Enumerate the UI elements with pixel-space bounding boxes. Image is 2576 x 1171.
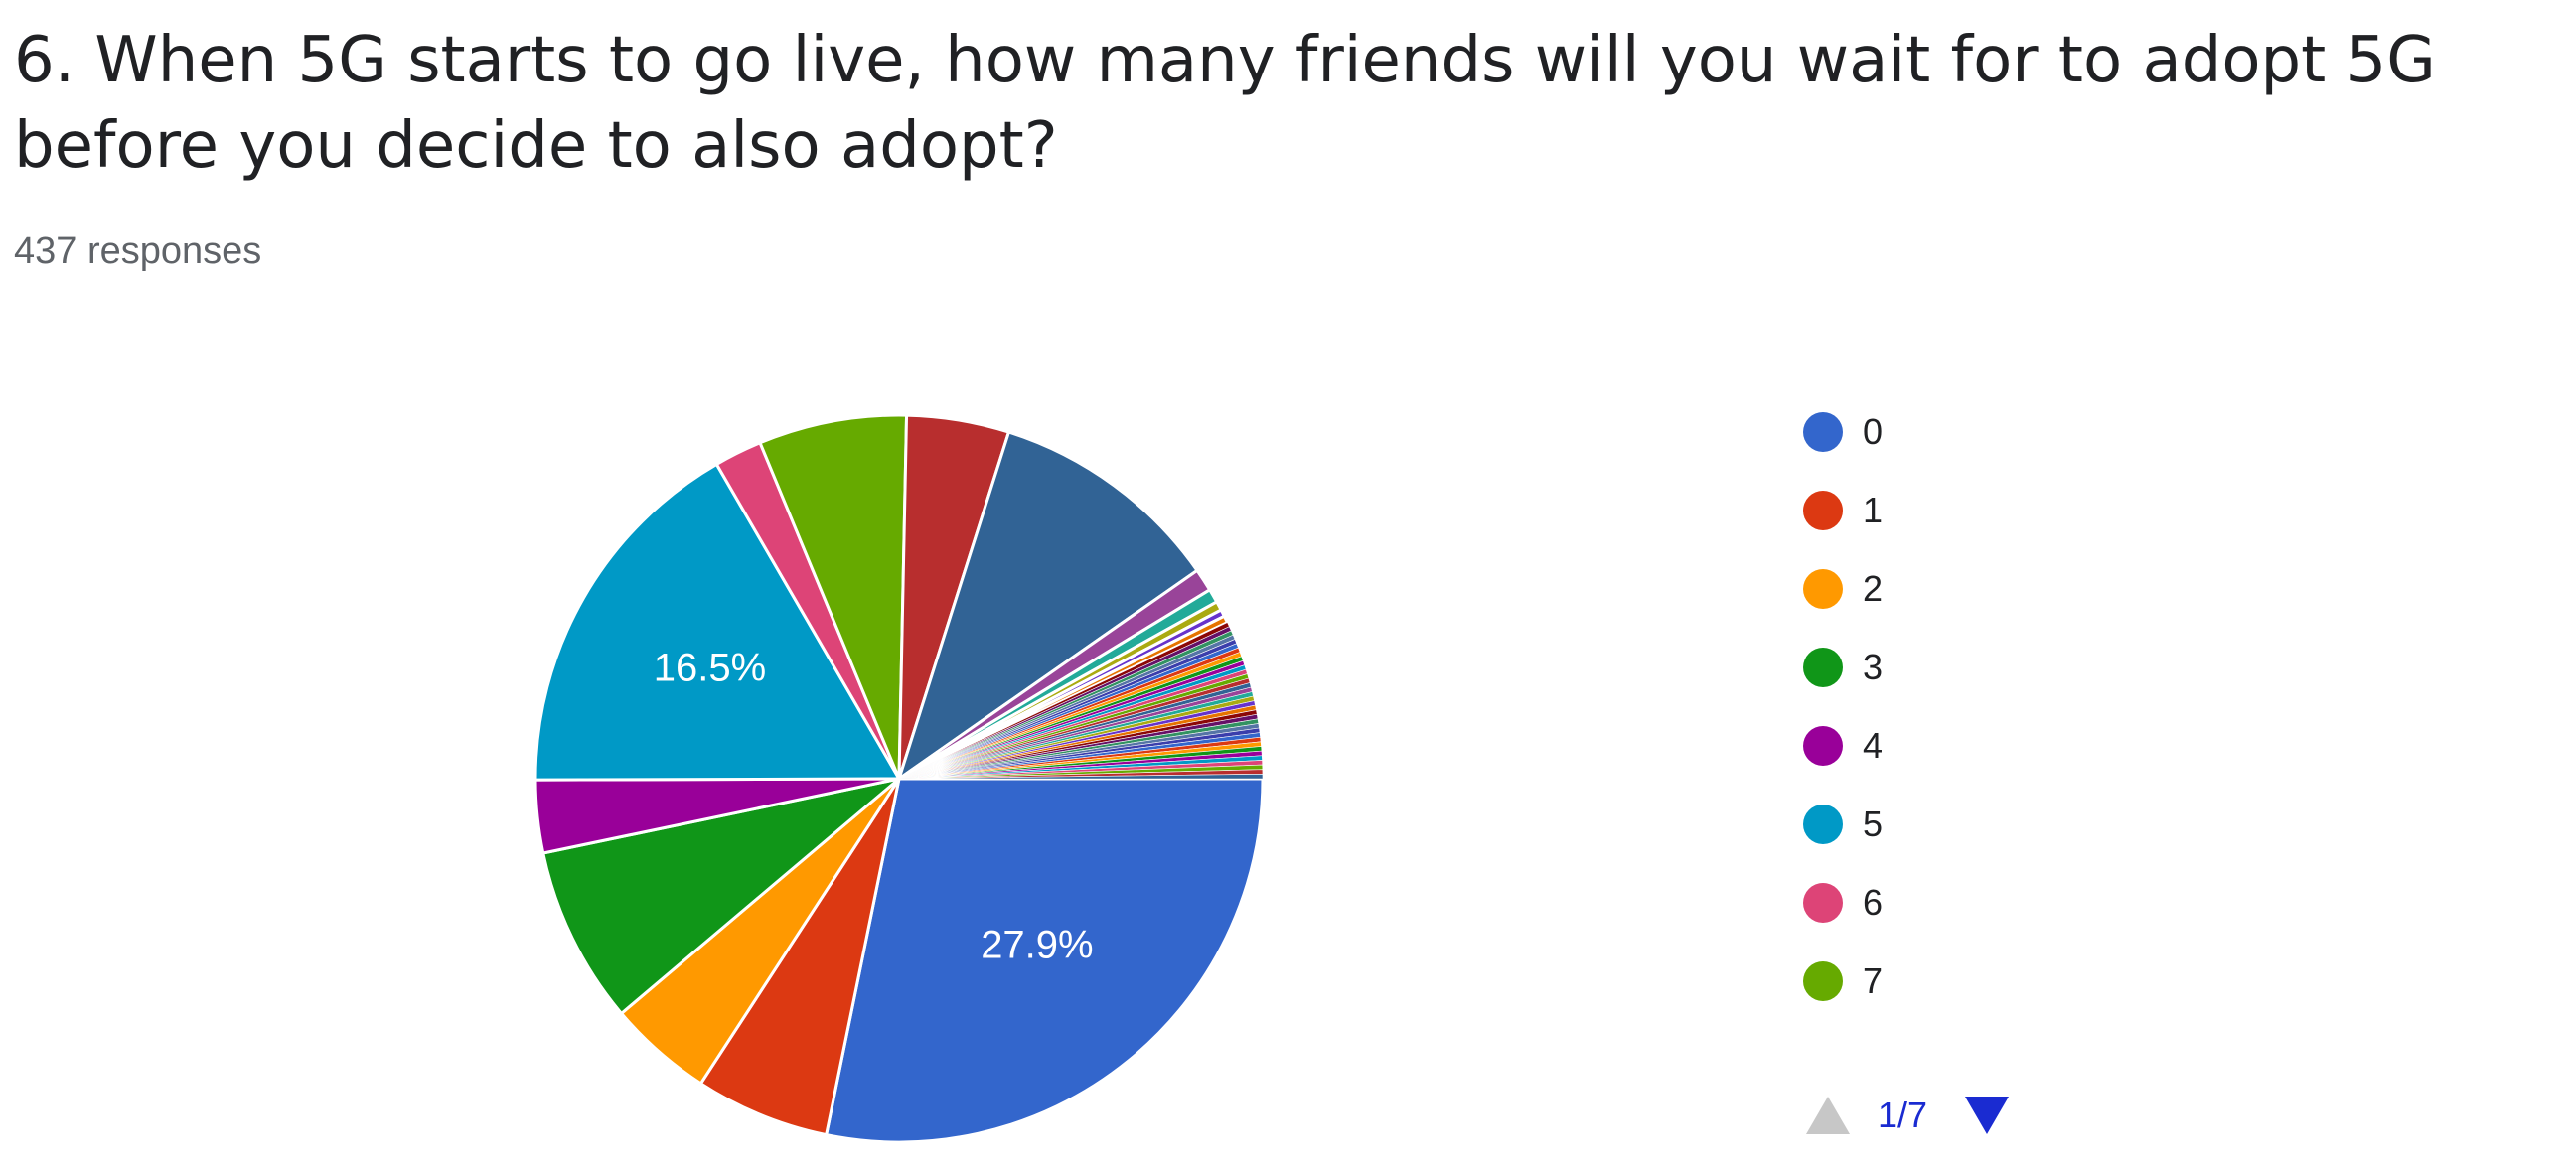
slice-label-0: 27.9% [981,924,1093,967]
legend-item-2[interactable]: 2 [1803,566,1883,612]
legend-swatch [1803,569,1843,609]
legend-label: 7 [1863,960,1884,1001]
legend-label: 1 [1863,490,1884,530]
legend-page-indicator: 1/7 [1878,1095,1928,1135]
legend-item-1[interactable]: 1 [1803,488,1883,533]
legend-pager: 1/7 [1806,1095,2010,1136]
legend-item-4[interactable]: 4 [1803,723,1883,769]
legend-item-7[interactable]: 7 [1803,958,1883,1004]
pie-slice-7[interactable] [758,413,909,780]
pie-slice-49[interactable] [898,774,1264,780]
pie-slice-3[interactable] [540,777,900,1016]
triangle-up-icon[interactable] [1806,1097,1850,1134]
legend-label: 5 [1863,804,1884,844]
legend-item-5[interactable]: 5 [1803,802,1883,847]
legend-label: 4 [1863,725,1884,766]
legend-swatch [1803,491,1843,530]
legend-label: 2 [1863,568,1884,609]
legend-label: 3 [1863,647,1884,687]
legend-swatch [1803,648,1843,687]
question-title: 6. When 5G starts to go live, how many f… [14,24,2436,183]
legend-swatch [1803,883,1843,923]
legend-swatch [1803,412,1843,452]
slice-label-5: 16.5% [654,646,766,689]
pie-slice-5[interactable] [533,462,902,782]
legend-label: 0 [1863,411,1884,452]
legend-item-6[interactable]: 6 [1803,880,1883,926]
pie-slice-9[interactable] [896,430,1200,783]
triangle-down-icon[interactable] [1965,1097,2010,1134]
response-count: 437 responses [14,230,262,272]
pie-slice-0[interactable] [824,777,1265,1144]
legend-label: 6 [1863,882,1884,923]
legend-swatch [1803,961,1843,1001]
legend-swatch [1803,726,1843,766]
legend-item-3[interactable]: 3 [1803,645,1883,690]
pie-slice-1[interactable] [698,778,901,1137]
legend-swatch [1803,805,1843,844]
legend-item-0[interactable]: 0 [1803,409,1883,455]
